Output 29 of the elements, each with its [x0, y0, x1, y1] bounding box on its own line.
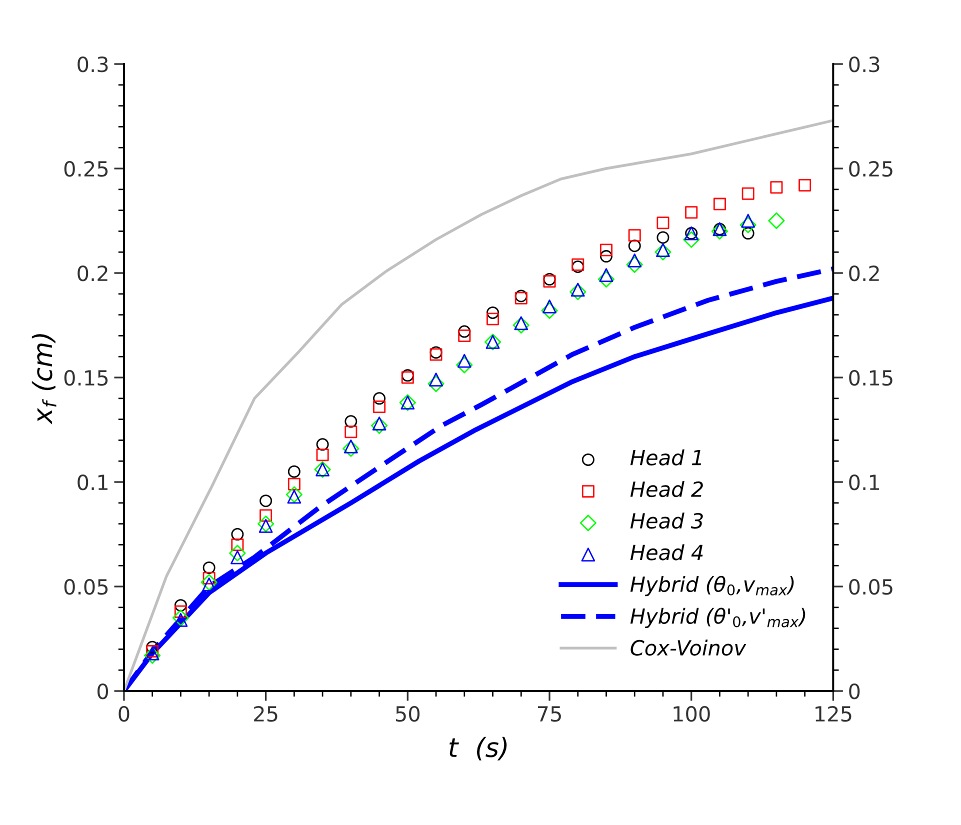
y-tick-label: 0.05 — [64, 578, 108, 595]
x-tick-label: 75 — [538, 706, 561, 722]
y2-tick-label: 0 — [849, 683, 860, 700]
y2-tick-label: 0.2 — [849, 265, 879, 282]
y2-tick-label: 0.3 — [849, 56, 880, 72]
y-tick-label: 0.25 — [64, 160, 108, 177]
legend-label: Hybrid (θ'$_{0}$,v'$_{max}$) — [630, 608, 806, 628]
legend-label: Head 2 — [630, 480, 703, 498]
y-tick-label: 0.3 — [78, 56, 108, 72]
y2-tick-label: 0.05 — [849, 578, 892, 595]
x-tick-label: 100 — [674, 706, 710, 722]
x-tick-label: 25 — [254, 706, 278, 722]
y-tick-label: 0.1 — [78, 474, 108, 490]
x-tick-label: 0 — [118, 706, 130, 722]
y2-tick-label: 0.15 — [849, 370, 892, 386]
y-tick-label: 0 — [98, 683, 108, 700]
x-tick-label: 50 — [396, 706, 420, 722]
legend-label: Hybrid (θ$_{0}$,v$_{max}$) — [630, 576, 794, 596]
y-tick-label: 0.2 — [78, 265, 108, 282]
x-tick-label: 125 — [816, 706, 852, 722]
y-tick-label: 0.15 — [64, 370, 108, 386]
y2-tick-label: 0.1 — [849, 474, 879, 490]
legend-label: Head 4 — [630, 544, 703, 560]
legend-label: Head 3 — [630, 512, 703, 529]
legend-label: Cox-Voinov — [630, 640, 746, 656]
x-axis-title: t (s) — [450, 736, 507, 760]
y2-tick-label: 0.25 — [849, 160, 892, 177]
legend-label: Head 1 — [630, 449, 702, 466]
y-axis-title: x$_{f}$ (cm) — [32, 334, 56, 424]
